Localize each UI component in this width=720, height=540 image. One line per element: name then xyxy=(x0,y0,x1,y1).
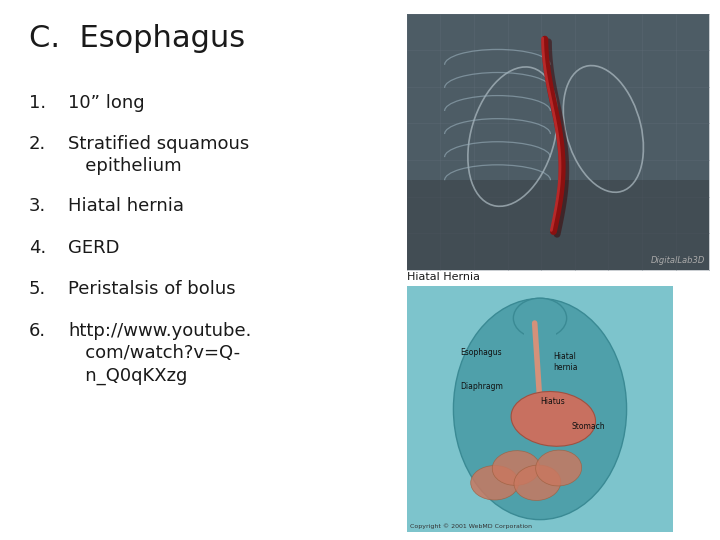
Circle shape xyxy=(513,298,567,338)
Ellipse shape xyxy=(511,392,595,446)
Text: Stomach: Stomach xyxy=(572,422,606,431)
Ellipse shape xyxy=(492,451,540,485)
Text: Stratified squamous
   epithelium: Stratified squamous epithelium xyxy=(68,135,250,175)
Text: 3.: 3. xyxy=(29,197,46,215)
Ellipse shape xyxy=(471,465,518,500)
Text: GERD: GERD xyxy=(68,239,120,257)
Text: 6.: 6. xyxy=(29,322,46,340)
Text: DigitalLab3D: DigitalLab3D xyxy=(651,255,706,265)
Bar xyxy=(407,14,709,270)
Bar xyxy=(407,180,709,270)
Text: 2.: 2. xyxy=(29,135,46,153)
Text: 1.: 1. xyxy=(29,94,46,112)
Ellipse shape xyxy=(454,299,626,519)
Text: Hiatal
hernia: Hiatal hernia xyxy=(553,352,578,372)
Bar xyxy=(407,286,673,532)
Text: 4.: 4. xyxy=(29,239,46,257)
Bar xyxy=(524,316,556,345)
Ellipse shape xyxy=(514,465,561,501)
Text: C.  Esophagus: C. Esophagus xyxy=(29,24,245,53)
Text: Hiatal Hernia: Hiatal Hernia xyxy=(407,272,480,282)
Text: Esophagus: Esophagus xyxy=(460,348,502,357)
Text: Hiatal hernia: Hiatal hernia xyxy=(68,197,184,215)
Text: Peristalsis of bolus: Peristalsis of bolus xyxy=(68,280,236,298)
Text: 5.: 5. xyxy=(29,280,46,298)
Text: Diaphragm: Diaphragm xyxy=(460,382,503,392)
Text: Copyright © 2001 WebMD Corporation: Copyright © 2001 WebMD Corporation xyxy=(410,524,532,529)
Text: 10” long: 10” long xyxy=(68,94,145,112)
Text: http://www.youtube.
   com/watch?v=Q-
   n_Q0qKXzg: http://www.youtube. com/watch?v=Q- n_Q0q… xyxy=(68,322,252,384)
Text: Hiatus: Hiatus xyxy=(540,397,564,406)
Ellipse shape xyxy=(536,450,582,486)
